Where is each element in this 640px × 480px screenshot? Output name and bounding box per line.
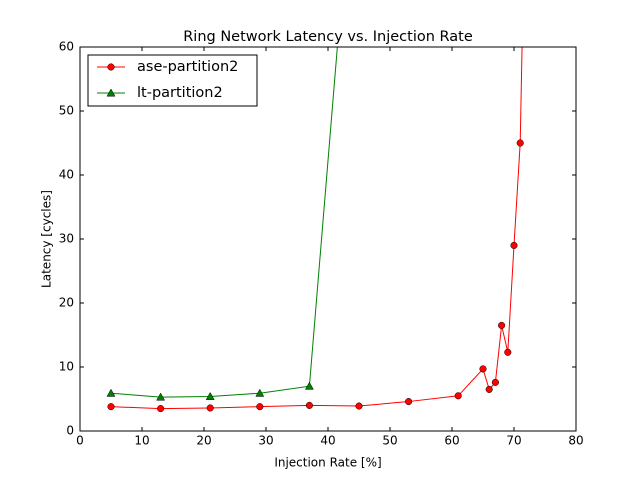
legend-label: lt-partition2 <box>137 85 223 101</box>
marker <box>491 378 499 386</box>
marker <box>405 398 413 406</box>
y-tick-label: 30 <box>59 232 74 246</box>
marker <box>355 402 363 410</box>
marker <box>206 404 214 412</box>
x-axis-label: Injection Rate [%] <box>274 456 381 470</box>
y-tick-label: 60 <box>59 40 74 54</box>
y-tick-label: 50 <box>59 104 74 118</box>
legend-box <box>87 54 258 107</box>
x-tick-label: 40 <box>320 434 335 448</box>
legend-label: ase-partition2 <box>137 59 238 75</box>
x-tick-label: 50 <box>382 434 397 448</box>
marker <box>106 88 116 97</box>
x-tick-label: 30 <box>258 434 273 448</box>
marker <box>205 391 215 400</box>
legend: ase-partition2 lt-partition2 <box>87 54 258 107</box>
marker <box>498 321 506 329</box>
marker <box>106 388 116 397</box>
x-tick-label: 10 <box>134 434 149 448</box>
marker <box>255 388 265 397</box>
marker <box>304 381 314 390</box>
marker <box>305 401 313 409</box>
x-tick-label: 0 <box>76 434 84 448</box>
y-tick-label: 10 <box>59 360 74 374</box>
marker <box>107 63 115 71</box>
marker <box>516 139 524 147</box>
marker <box>157 405 165 413</box>
x-tick-label: 70 <box>506 434 521 448</box>
y-axis-label: Latency [cycles] <box>40 190 54 288</box>
y-tick-label: 20 <box>59 296 74 310</box>
x-tick-label: 80 <box>568 434 583 448</box>
series-line <box>110 47 523 410</box>
series-line <box>110 47 338 398</box>
plot-area <box>106 47 524 413</box>
y-tick-label: 40 <box>59 168 74 182</box>
marker <box>107 403 115 411</box>
marker <box>454 392 462 400</box>
x-tick-label: 60 <box>444 434 459 448</box>
marker <box>156 392 166 401</box>
marker <box>504 348 512 356</box>
marker <box>256 403 264 411</box>
marker <box>479 365 487 373</box>
chart-title: Ring Network Latency vs. Injection Rate <box>183 29 473 45</box>
axes-frame <box>79 46 577 432</box>
marker <box>510 241 518 249</box>
marker <box>485 385 493 393</box>
ticks: 0 10 20 30 40 50 60 70 80 0 10 20 30 40 50 60 <box>59 40 584 448</box>
y-tick-label: 0 <box>66 424 74 438</box>
x-tick-label: 20 <box>196 434 211 448</box>
